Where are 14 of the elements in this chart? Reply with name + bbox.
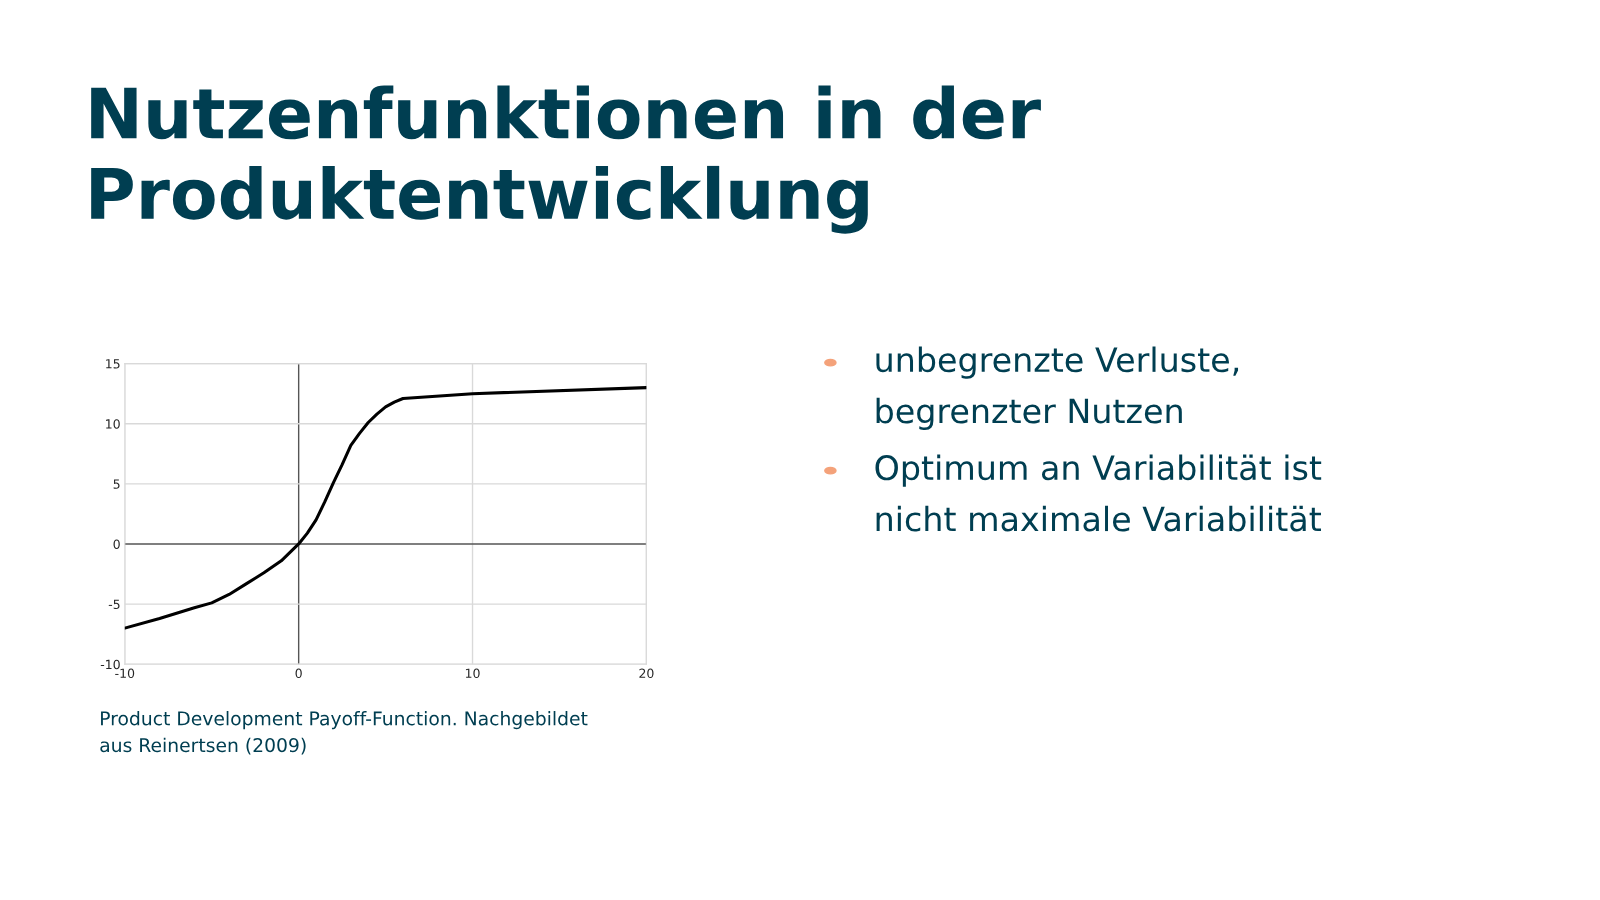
y-tick-label: 15 bbox=[106, 359, 120, 369]
line-series bbox=[124, 386, 647, 630]
text: Product Development Payoff-Function. Nachgebildet aus Reinertsen (2009) bbox=[100, 711, 588, 755]
x-tick-label: 20 bbox=[639, 668, 654, 679]
x-tick-label: 10 bbox=[465, 668, 480, 679]
y-tick-label: -10 bbox=[100, 659, 120, 670]
y-tick-label: 10 bbox=[106, 419, 120, 429]
text: Optimum an Variabilität ist nicht maximale Variabilität bbox=[875, 454, 1322, 532]
y-tick-label: 0 bbox=[113, 539, 120, 549]
text: unbegrenzte Verluste, begrenzter Nutzen bbox=[876, 346, 1239, 431]
y-tick-label: -5 bbox=[108, 599, 120, 610]
x-tick-label: 0 bbox=[295, 668, 302, 679]
y-tick-label: 5 bbox=[113, 479, 120, 489]
chart-title: Nutzenfunktionen in der Produktentwicklung bbox=[91, 85, 1041, 234]
